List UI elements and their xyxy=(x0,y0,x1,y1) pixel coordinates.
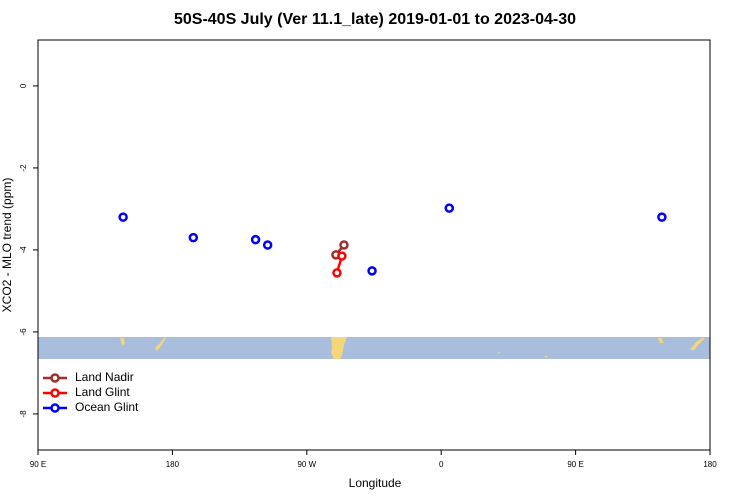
y-tick-label: -6 xyxy=(19,328,28,336)
y-tick-label: -2 xyxy=(19,164,28,172)
legend-label: Land Glint xyxy=(75,385,130,399)
x-tick-label: 90 W xyxy=(297,460,316,469)
point xyxy=(262,240,273,250)
point xyxy=(118,212,128,222)
legend-marker xyxy=(50,373,60,383)
chart-title: 50S-40S July (Ver 11.1_late) 2019-01-01 … xyxy=(174,11,576,28)
x-tick-label: 180 xyxy=(703,460,717,469)
x-tick-label: 90 E xyxy=(30,460,46,469)
legend-label: Land Nadir xyxy=(75,370,134,384)
y-tick-label: -4 xyxy=(19,246,28,254)
map-strip xyxy=(38,337,710,359)
point xyxy=(444,203,455,213)
point xyxy=(367,266,377,276)
y-tick-label: -8 xyxy=(19,410,28,418)
x-tick-label: 90 E xyxy=(567,460,583,469)
y-tick-label: 0 xyxy=(19,83,28,88)
point xyxy=(332,268,342,278)
plot-frame xyxy=(37,39,711,451)
legend-label: Ocean Glint xyxy=(75,400,139,414)
y-axis-label: XCO2 - MLO trend (ppm) xyxy=(0,178,14,313)
legend-marker xyxy=(50,403,60,413)
point xyxy=(339,240,349,250)
x-tick-label: 180 xyxy=(166,460,180,469)
point xyxy=(657,212,667,222)
point xyxy=(188,232,199,243)
legend-marker xyxy=(50,388,60,398)
point xyxy=(337,251,347,261)
x-axis-label: Longitude xyxy=(349,476,402,490)
x-tick-label: 0 xyxy=(439,460,444,469)
point xyxy=(250,234,261,245)
